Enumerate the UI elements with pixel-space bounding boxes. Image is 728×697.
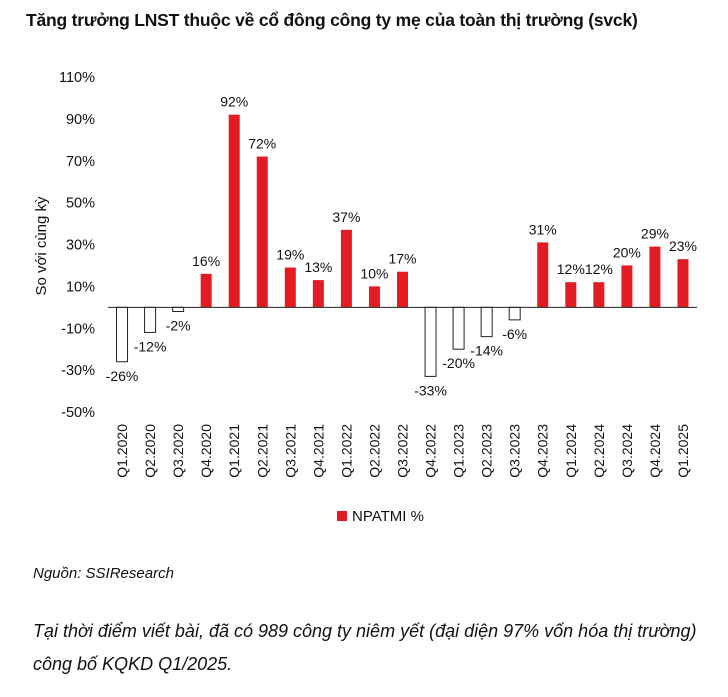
legend-label: NPATMI % (352, 508, 424, 525)
source-note: Nguồn: SSIResearch (33, 565, 174, 582)
y-tick-label: 70% (66, 154, 95, 170)
x-tick-label: Q1.2024 (563, 424, 579, 478)
x-tick-label: Q4.2023 (535, 424, 551, 478)
legend: NPATMI % (337, 508, 424, 525)
x-tick-label: Q2.2022 (366, 424, 382, 478)
y-tick-label: -50% (61, 405, 95, 421)
x-tick-label: Q4.2021 (310, 424, 326, 478)
y-tick-label: 90% (66, 112, 95, 128)
x-tick-label: Q4.2020 (198, 424, 214, 478)
data-label: 72% (248, 136, 276, 152)
bar (677, 259, 689, 308)
data-label: 31% (529, 221, 557, 237)
x-tick-label: Q3.2023 (507, 424, 523, 478)
bar (368, 286, 380, 308)
bar (621, 265, 633, 308)
data-label: -33% (414, 382, 447, 398)
x-tick-labels: Q1.2020 Q2.2020 Q3.2020 Q4.2020 Q1.2021 Q2.20… (114, 424, 691, 478)
data-label: 19% (276, 247, 304, 263)
bar (452, 306, 465, 350)
bar (340, 229, 352, 308)
data-label: -12% (134, 338, 167, 354)
x-tick-label: Q4.2022 (423, 424, 439, 478)
x-tick-label: Q3.2021 (282, 424, 298, 478)
data-label: -2% (166, 318, 191, 334)
bar (508, 306, 521, 321)
data-label: 20% (613, 244, 641, 260)
bar (228, 114, 240, 308)
x-tick-label: Q2.2024 (591, 424, 607, 478)
bar (172, 306, 185, 312)
x-tick-label: Q4.2024 (647, 424, 663, 478)
x-tick-label: Q3.2022 (395, 424, 411, 478)
bars (116, 114, 689, 377)
data-label: 29% (641, 226, 669, 242)
bar (480, 306, 493, 338)
data-label: -14% (470, 343, 503, 359)
bar (424, 306, 437, 377)
data-label: 13% (304, 259, 332, 275)
x-tick-label: Q1.2023 (451, 424, 467, 478)
bar (284, 267, 296, 308)
data-label: 23% (669, 238, 697, 254)
y-axis-label: So với cùng kỳ (33, 196, 50, 296)
data-label: -26% (106, 368, 139, 384)
data-label: 10% (360, 265, 388, 281)
x-tick-label: Q1.2022 (338, 424, 354, 478)
y-tick-label: 50% (66, 196, 95, 212)
legend-swatch (337, 511, 347, 521)
y-tick-label: 10% (66, 279, 95, 295)
x-tick-label: Q2.2021 (254, 424, 270, 478)
data-label: 17% (388, 251, 416, 267)
y-axis: 110% 90% 70% 50% 30% 10% -10% -30% -50% (59, 70, 95, 421)
bar (200, 273, 212, 308)
x-tick-label: Q2.2020 (142, 424, 158, 478)
y-tick-label: 110% (59, 70, 95, 86)
data-label: 12% (557, 261, 585, 277)
bar (397, 271, 408, 308)
data-label: 12% (585, 261, 613, 277)
data-label: 92% (220, 94, 248, 110)
bar-chart: 110% 90% 70% 50% 30% 10% -10% -30% -50% So với c… (33, 70, 697, 525)
bar (593, 282, 605, 308)
bar (565, 282, 577, 308)
y-tick-label: -10% (61, 321, 95, 337)
x-tick-label: Q1.2020 (114, 424, 130, 478)
x-tick-label: Q3.2020 (170, 424, 186, 478)
data-label: 16% (192, 253, 220, 269)
x-tick-label: Q1.2021 (226, 424, 242, 478)
x-tick-label: Q1.2025 (675, 424, 691, 478)
data-labels: -26% -12% -2% 16% 92% 72% 19%13% 37% 10%17% -33% -… (106, 94, 697, 399)
data-label: -6% (502, 326, 527, 342)
data-label: -20% (442, 355, 475, 371)
bar (256, 156, 268, 308)
bar (537, 242, 549, 308)
x-tick-label: Q3.2024 (619, 424, 635, 478)
data-label: 37% (332, 209, 360, 225)
y-tick-label: -30% (61, 363, 95, 379)
bar (649, 246, 661, 308)
chart-title: Tăng trưởng LNST thuộc về cổ đông công t… (26, 10, 638, 30)
bar (144, 306, 157, 333)
bar (116, 306, 129, 363)
body-note: Tại thời điểm viết bài, đã có 989 công t… (33, 621, 697, 674)
y-tick-label: 30% (66, 238, 95, 254)
bar (312, 280, 324, 308)
x-tick-label: Q2.2023 (479, 424, 495, 478)
